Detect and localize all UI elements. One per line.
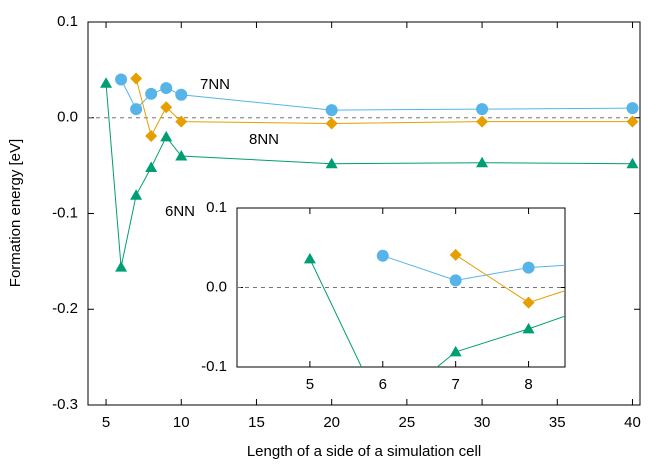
marker [325, 157, 338, 169]
marker [595, 257, 607, 269]
y-tick-label: 0.0 [206, 278, 227, 295]
y-tick-label: -0.1 [201, 358, 227, 375]
x-tick-label: 10 [173, 414, 190, 431]
x-tick-label: 40 [624, 414, 641, 431]
marker [377, 406, 389, 417]
marker [522, 296, 535, 309]
x-tick-label: 30 [474, 414, 491, 431]
marker [130, 72, 143, 85]
series-line [382, 255, 565, 281]
x-tick-label: 5 [102, 414, 110, 431]
marker [595, 297, 607, 308]
marker [145, 129, 158, 142]
marker [115, 261, 128, 272]
marker [325, 117, 338, 130]
y-tick-label: 0.0 [57, 109, 78, 126]
x-tick-label: 7 [451, 376, 459, 393]
y-tick-label: -0.1 [52, 204, 78, 221]
marker [522, 322, 535, 334]
series-line [120, 79, 633, 111]
series-label: 7NN [200, 76, 230, 93]
marker [160, 82, 173, 95]
x-tick-label: 15 [248, 414, 265, 431]
marker [115, 73, 128, 86]
marker [175, 115, 188, 128]
x-tick-label: 5 [306, 376, 314, 393]
marker [449, 248, 462, 261]
y-tick-label: -0.3 [52, 396, 78, 413]
marker [130, 189, 143, 200]
marker [160, 101, 173, 114]
marker [376, 249, 389, 262]
y-tick-label: 0.1 [206, 199, 227, 216]
marker [476, 103, 489, 116]
marker [175, 88, 188, 101]
marker [303, 252, 316, 264]
plot-area [88, 72, 640, 272]
y-tick-label: -0.2 [52, 300, 78, 317]
marker [145, 87, 158, 100]
x-tick-label: 35 [549, 414, 566, 431]
x-tick-label: 20 [323, 414, 340, 431]
marker [626, 102, 639, 115]
marker [449, 345, 462, 357]
plot-area [237, 248, 607, 417]
marker [325, 104, 338, 117]
y-axis-label: Formation energy [eV] [7, 139, 24, 287]
marker [175, 150, 188, 161]
series-label: 8NN [249, 131, 279, 148]
marker [100, 77, 113, 88]
x-tick-label: 8 [524, 376, 532, 393]
x-axis-label: Length of a side of a simulation cell [247, 443, 481, 460]
marker [626, 115, 639, 128]
marker [449, 274, 462, 287]
marker [160, 130, 173, 142]
marker [522, 261, 535, 274]
marker [476, 115, 489, 128]
marker [595, 273, 607, 285]
marker [626, 157, 639, 169]
marker [145, 161, 158, 173]
marker [476, 156, 489, 168]
x-tick-label: 25 [399, 414, 416, 431]
x-tick-label: 6 [379, 376, 387, 393]
series-label: 6NN [165, 203, 195, 220]
marker [130, 103, 143, 116]
y-tick-label: 0.1 [57, 13, 78, 30]
